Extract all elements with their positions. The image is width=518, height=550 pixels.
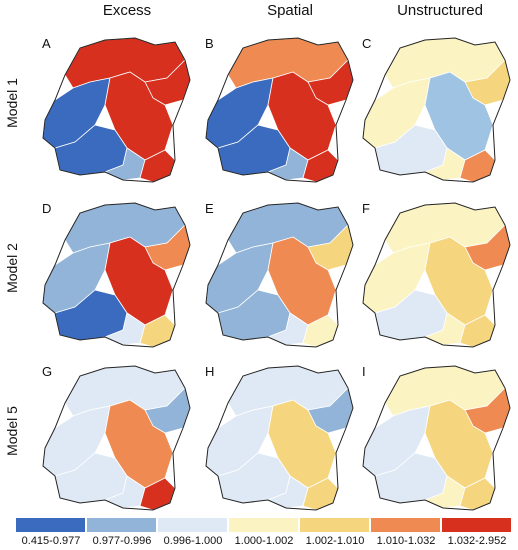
panel-letter: H	[205, 364, 215, 379]
map-panel-e: E	[193, 195, 358, 348]
panel-letter: D	[42, 201, 52, 216]
panel-letter: F	[362, 201, 370, 216]
row-header-model-5: Model 5	[4, 406, 20, 456]
map-panel-b: B	[193, 30, 358, 183]
map-region	[267, 236, 337, 326]
map-panel-i: I	[350, 358, 515, 511]
map-panel-h: H	[193, 358, 358, 511]
column-header-unstructured: Unstructured	[397, 2, 483, 19]
panel-letter: C	[362, 36, 372, 51]
choropleth-map	[205, 202, 354, 348]
choropleth-map	[362, 365, 511, 511]
map-region	[267, 399, 337, 489]
legend-swatch	[16, 518, 85, 532]
legend-swatch	[229, 518, 298, 532]
map-panel-f: F	[350, 195, 515, 348]
legend-swatch	[158, 518, 227, 532]
legend-swatch	[87, 518, 156, 532]
legend-label: 0.977-0.996	[92, 535, 152, 547]
legend-label: 1.002-1.010	[305, 535, 365, 547]
map-panel-a: A	[30, 30, 195, 183]
map-region	[267, 71, 337, 161]
panel-letter: G	[42, 364, 53, 379]
map-region	[104, 236, 174, 326]
choropleth-map	[362, 37, 511, 183]
legend-label: 0.996-1.000	[163, 535, 223, 547]
legend-swatch	[371, 518, 440, 532]
choropleth-map	[42, 365, 191, 511]
study-area-outline	[362, 202, 511, 348]
panel-letter: E	[205, 201, 214, 216]
legend-label: 1.010-1.032	[376, 535, 436, 547]
map-region	[104, 71, 174, 161]
choropleth-map	[42, 37, 191, 183]
choropleth-map	[362, 202, 511, 348]
row-header-model-2: Model 2	[4, 243, 20, 293]
map-region	[104, 399, 174, 489]
choropleth-map	[205, 365, 354, 511]
legend-label: 1.000-1.002	[234, 535, 294, 547]
study-area-outline	[205, 365, 354, 511]
row-header-model-1: Model 1	[4, 78, 20, 128]
legend-swatch	[300, 518, 369, 532]
color-legend: 0.415-0.977 0.977-0.996 0.996-1.000 1.000-1…	[16, 518, 514, 550]
choropleth-map	[42, 202, 191, 348]
choropleth-map	[205, 37, 354, 183]
study-area-outline	[205, 202, 354, 348]
map-region	[424, 71, 494, 161]
panel-letter: I	[362, 364, 366, 379]
study-area-outline	[42, 37, 191, 183]
study-area-outline	[42, 202, 191, 348]
map-panel-c: C	[350, 30, 515, 183]
study-area-outline	[362, 365, 511, 511]
legend-label: 1.032-2.952	[447, 535, 507, 547]
column-header-excess: Excess	[102, 2, 152, 19]
panel-letter: B	[205, 36, 214, 51]
map-region	[424, 399, 494, 489]
study-area-outline	[42, 365, 191, 511]
study-area-outline	[205, 37, 354, 183]
panel-letter: A	[42, 36, 51, 51]
map-region	[424, 236, 494, 326]
column-header-spatial: Spatial	[267, 2, 313, 19]
legend-label: 0.415-0.977	[21, 535, 81, 547]
study-area-outline	[362, 37, 511, 183]
map-panel-g: G	[30, 358, 195, 511]
legend-swatch	[442, 518, 511, 532]
map-panel-d: D	[30, 195, 195, 348]
